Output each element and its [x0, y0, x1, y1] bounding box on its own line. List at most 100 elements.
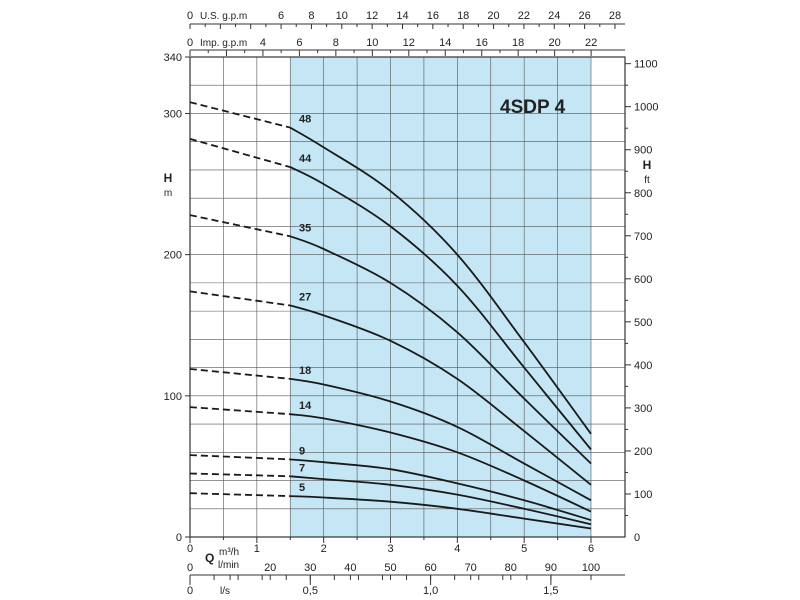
curve-label-5: 5	[299, 482, 305, 494]
bottom-axis-lmin-label: 30	[304, 562, 316, 574]
curve-48-extension	[190, 101, 291, 129]
bottom-axis-ls-label: 1,5	[543, 585, 558, 597]
bottom-axis-lmin-label: 70	[465, 562, 477, 574]
top-axis-usgpm-label: 16	[427, 10, 439, 22]
curve-9-extension	[190, 454, 291, 461]
top-axis-impgpm-label: 0	[187, 37, 193, 49]
curve-label-35: 35	[299, 222, 311, 234]
left-axis-tick-label: 300	[164, 108, 182, 120]
right-axis-tick-label: 600	[634, 274, 652, 286]
bottom-axis-lmin-label: 60	[424, 562, 436, 574]
curve-18	[290, 378, 592, 502]
top-axis-usgpm-label: 12	[366, 10, 378, 22]
curve-27-extension	[190, 290, 291, 307]
right-axis-tick-label: 1000	[634, 102, 658, 114]
bottom-axis-m3h-label: 0	[187, 543, 193, 555]
top-axis-impgpm-unit: Imp. g.p.m	[200, 38, 247, 49]
plot-frame	[189, 56, 626, 538]
bottom-axis-ls-label: 1,0	[423, 585, 438, 597]
top-axis-impgpm-label: 6	[296, 37, 302, 49]
right-axis-tick-label: 400	[634, 360, 652, 372]
curve-label-44: 44	[299, 153, 312, 165]
curve-44-extension	[190, 138, 291, 168]
top-axis-impgpm-label: 18	[512, 37, 524, 49]
curve-27	[290, 304, 592, 486]
curve-7-extension	[190, 472, 291, 478]
bottom-axis-lmin-unit: l/min	[218, 560, 239, 571]
top-axis-impgpm-label: 10	[366, 37, 378, 49]
left-axis-tick-label: 340	[164, 52, 182, 64]
top-axis-impgpm-label: 12	[403, 37, 415, 49]
top-axis-impgpm-label: 8	[333, 37, 339, 49]
top-axis-usgpm-label: 0	[187, 10, 193, 22]
curve-5-extension	[190, 492, 291, 497]
model-title: 4SDP 4	[500, 97, 566, 118]
grid	[190, 57, 625, 537]
bottom-axis-m3h-label: 2	[321, 543, 327, 555]
top-axis-usgpm-label: 26	[578, 10, 590, 22]
top-axis-usgpm-label: 10	[336, 10, 348, 22]
curve-label-7: 7	[299, 462, 305, 474]
left-axis-tick-label: 0	[176, 532, 182, 544]
top-axis-impgpm-label: 14	[439, 37, 451, 49]
right-axis-tick-label: 100	[634, 489, 652, 501]
curve-7	[290, 475, 592, 526]
top-axis-usgpm-unit: U.S. g.p.m	[200, 11, 247, 22]
top-axis-usgpm-label: 8	[308, 10, 314, 22]
bottom-axis-ls-label: 0,5	[303, 585, 318, 597]
top-axis-usgpm-label: 14	[396, 10, 408, 22]
right-axis-tick-label: 900	[634, 145, 652, 157]
left-axis-tick-label: 200	[164, 250, 182, 262]
right-axis-tick-label: 1100	[634, 59, 658, 71]
top-axis-impgpm-label: 16	[476, 37, 488, 49]
curve-labels: 48 44 35 27 18 14 9 7 5	[299, 114, 312, 494]
bottom-axis-lmin-label: 40	[344, 562, 356, 574]
curve-label-18: 18	[299, 365, 311, 377]
top-axis-impgpm-label: 4	[260, 37, 266, 49]
bottom-axis-lmin-label: 20	[264, 562, 276, 574]
top-axis-impgpm-label: 22	[585, 37, 597, 49]
curve-label-27: 27	[299, 291, 311, 303]
curve-35	[289, 235, 592, 465]
right-axis-unit: ft	[644, 175, 650, 186]
right-axis-tick-label: 700	[634, 231, 652, 243]
axes: 0100200300340Hm0100200300400500600700800…	[164, 10, 659, 597]
curve-35-extension	[190, 214, 291, 238]
right-axis-tick-label: 500	[634, 317, 652, 329]
right-axis-tick-label: 0	[634, 532, 640, 544]
right-axis-tick-label: 200	[634, 446, 652, 458]
curve-label-9: 9	[299, 445, 305, 457]
bottom-axis-m3h-label: 6	[588, 543, 594, 555]
q-axis-title: Q	[205, 551, 214, 565]
top-axis-usgpm-label: 28	[609, 10, 621, 22]
top-axis-usgpm-label: 6	[278, 10, 284, 22]
bottom-axis-lmin-label: 0	[187, 562, 193, 574]
top-axis-impgpm-label: 20	[549, 37, 561, 49]
bottom-axis-m3h-unit: m³/h	[219, 547, 239, 558]
curve-48	[289, 126, 592, 435]
curve-14-extension	[190, 406, 291, 416]
right-axis-title: H	[643, 158, 652, 172]
bottom-axis-m3h-label: 3	[387, 543, 393, 555]
left-axis-unit: m	[164, 188, 172, 199]
bottom-axis-lmin-label: 50	[384, 562, 396, 574]
curve-18-extension	[190, 368, 291, 380]
right-axis-tick-label: 300	[634, 403, 652, 415]
bottom-axis-lmin-label: 90	[545, 562, 557, 574]
curve-label-14: 14	[299, 400, 312, 412]
right-axis-tick-label: 800	[634, 188, 652, 200]
curve-44	[289, 166, 592, 451]
bottom-axis-m3h-label: 1	[254, 543, 260, 555]
bottom-axis-m3h-label: 4	[454, 543, 460, 555]
top-axis-usgpm-label: 22	[518, 10, 530, 22]
bottom-axis-lmin-label: 80	[505, 562, 517, 574]
bottom-axis-m3h-label: 5	[521, 543, 527, 555]
left-axis-tick-label: 100	[164, 391, 182, 403]
curve-14	[290, 413, 592, 513]
top-axis-usgpm-label: 20	[487, 10, 499, 22]
top-axis-usgpm-label: 24	[548, 10, 560, 22]
performance-curves	[190, 101, 592, 530]
bottom-axis-lmin-label: 100	[582, 562, 600, 574]
curve-9	[290, 458, 592, 521]
